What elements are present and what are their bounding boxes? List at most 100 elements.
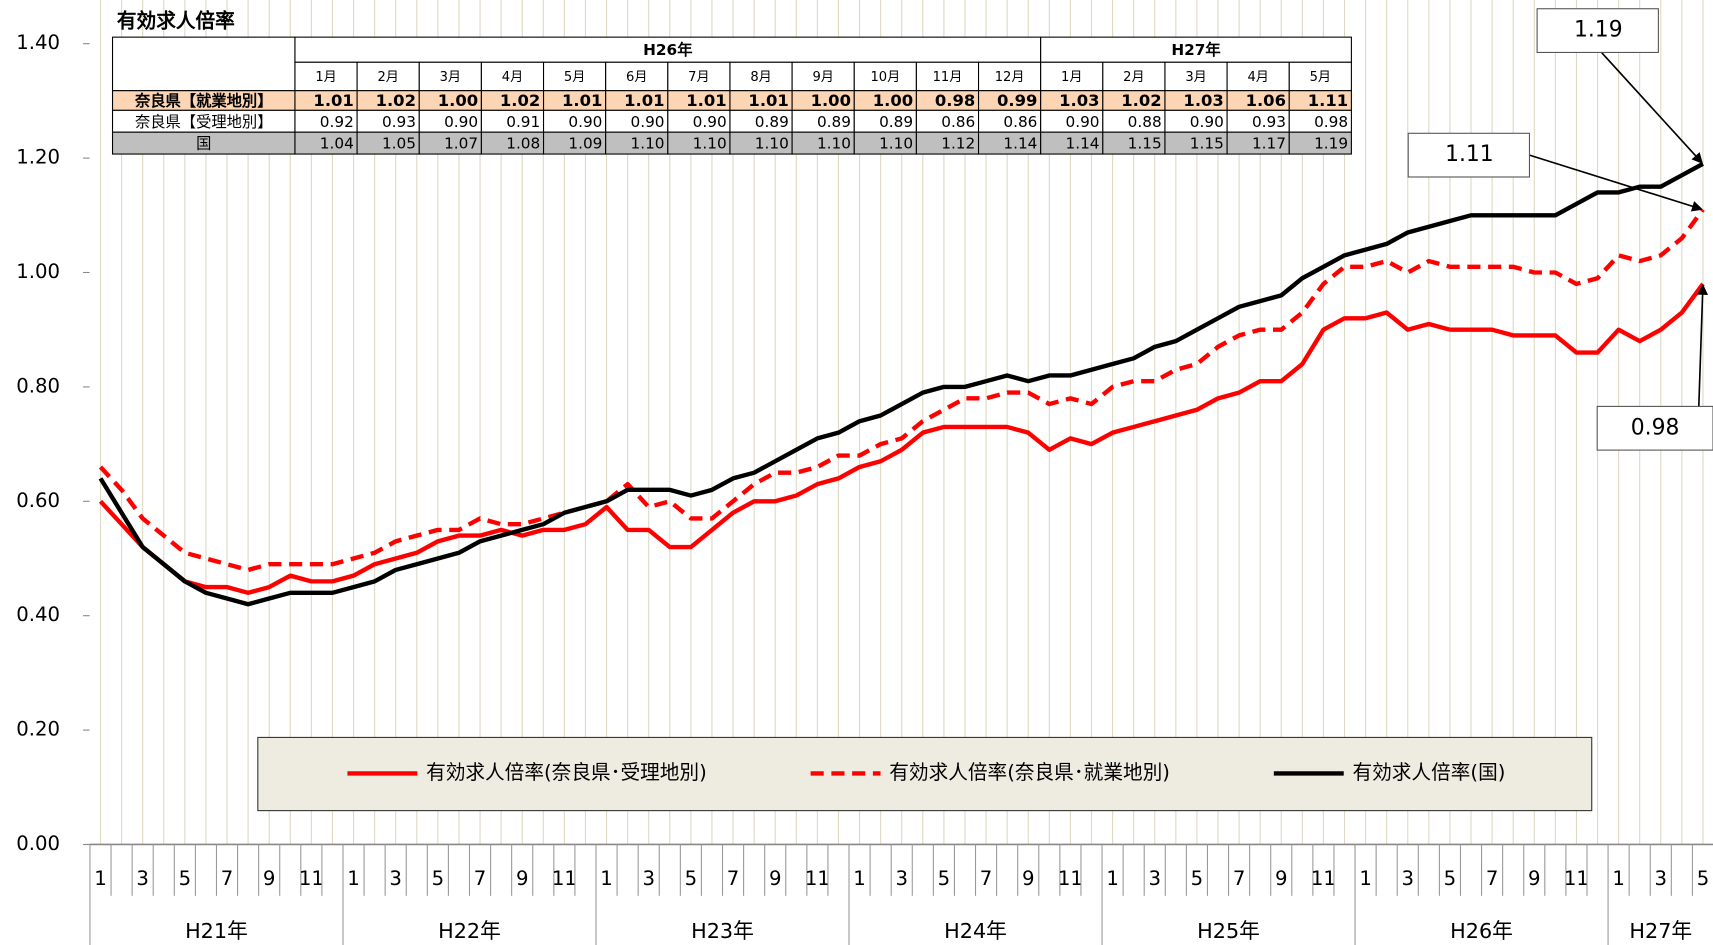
table-header-cell [111,36,296,92]
table-month-cell [356,61,420,92]
table-cell-value: 0.98 [1314,113,1348,131]
x-tick-label: 7 [727,867,740,890]
x-tick-label: 11 [1311,867,1336,890]
table-group-cell [1040,36,1352,63]
x-tick-label: 5 [179,867,192,890]
x-tick-label: 9 [516,867,529,890]
x-tick-label: 3 [389,867,402,890]
table-month-cell [418,61,482,92]
x-tick-label: 3 [1402,867,1415,890]
table-cell-value: 0.89 [755,113,789,131]
x-tick-label: 3 [1148,867,1161,890]
table-cell-value: 0.90 [631,113,665,131]
x-tick-label: 5 [1444,867,1457,890]
y-tick-label: 1.20 [16,146,60,169]
table-cell-value: 1.10 [817,135,851,153]
x-tick-label: 5 [1697,867,1710,890]
table-month-cell [1102,61,1166,92]
x-tick-label: 5 [1191,867,1204,890]
table-month-label: 1月 [315,70,336,85]
callout-box [1407,132,1531,178]
table-month-label: 1月 [1061,70,1082,85]
x-group-label: H27年 [1629,919,1692,943]
table-row-label: 奈良県【就業地別】 [134,92,273,110]
x-tick-label: 7 [1233,867,1246,890]
table-month-label: 9月 [812,70,833,85]
table-month-label: 3月 [440,70,461,85]
table-cell-value: 1.00 [438,91,478,110]
x-tick-label: 9 [1528,867,1541,890]
table-cell-value: 1.01 [313,91,353,110]
x-tick-label: 11 [552,867,577,890]
table-cell-value: 0.89 [879,113,913,131]
x-tick-label: 1 [1612,867,1625,890]
series-line [98,282,1705,595]
table-month-cell [791,61,855,92]
callout-arrowhead [1690,201,1703,212]
table-cell-value: 1.12 [941,135,975,153]
callout-label: 1.19 [1574,18,1623,43]
callout-arrowhead [1697,283,1709,296]
table-cell-value: 1.15 [1190,135,1224,153]
x-tick-label: 7 [221,867,234,890]
x-tick-label: 7 [1486,867,1499,890]
table-month-cell [294,61,358,92]
table-title: 有効求人倍率 [117,9,235,32]
table-cell-value: 1.00 [811,91,851,110]
callout-arrow [1599,50,1701,162]
table-cell-value: 0.91 [506,113,540,131]
table-month-cell [1040,61,1104,92]
table-month-cell [542,61,607,92]
x-tick-label: 9 [1022,867,1035,890]
table-month-label: 7月 [688,70,709,85]
table-cell-value: 0.88 [1128,113,1162,131]
table-cell-value: 1.10 [693,135,727,153]
table-cell-value: 0.93 [1252,113,1286,131]
x-tick-label: 9 [769,867,782,890]
callout-box [1596,405,1713,451]
y-tick-label: 1.00 [16,260,60,283]
table-group-cell [294,36,1042,63]
callout-label: 1.11 [1445,142,1494,167]
x-tick-label: 3 [1655,867,1668,890]
table-cell-value: 0.98 [935,91,975,110]
table-cell-value: 1.03 [1059,91,1099,110]
table-cell-value: 1.03 [1183,91,1223,110]
table-month-label: 12月 [995,70,1025,85]
callout-box [1536,8,1659,53]
y-tick-label: 0.60 [16,489,60,512]
x-group-label: H21年 [185,919,248,943]
table-month-label: 2月 [1123,70,1144,85]
table-cell-value: 1.01 [748,91,788,110]
table-group-label: H27年 [1171,41,1220,59]
table-group-label: H26年 [643,41,692,59]
table-cell-value: 1.09 [568,135,602,153]
table-row-label: 奈良県【受理地別】 [135,113,273,131]
table-cell-value: 0.86 [941,113,975,131]
table-cell-value: 0.90 [444,113,478,131]
legend-label: 有効求人倍率(奈良県･受理地別) [426,761,707,784]
x-tick-label: 3 [136,867,149,890]
x-group-label: H24年 [944,919,1007,943]
table-cell-value: 1.07 [444,135,478,153]
x-tick-label: 1 [1359,867,1372,890]
x-tick-label: 1 [853,867,866,890]
x-tick-label: 11 [1058,867,1083,890]
table-month-label: 5月 [564,70,585,85]
x-tick-label: 5 [432,867,445,890]
series-line [98,208,1705,573]
table-cell-value: 1.00 [873,91,913,110]
x-tick-label: 1 [94,867,107,890]
table-month-label: 6月 [626,70,647,85]
table-cell-value: 1.10 [755,135,789,153]
table-cell-value: 0.90 [1190,113,1224,131]
series-line [98,161,1704,607]
y-tick-label: 0.00 [16,832,60,855]
legend-label: 有効求人倍率(奈良県･就業地別) [889,761,1170,784]
table-cell-value: 0.93 [382,113,416,131]
table-cell-value: 1.14 [1003,135,1037,153]
table-cell-value: 1.02 [1121,91,1161,110]
table-cell-value: 0.89 [817,113,851,131]
table-cell-value: 1.08 [506,135,540,153]
